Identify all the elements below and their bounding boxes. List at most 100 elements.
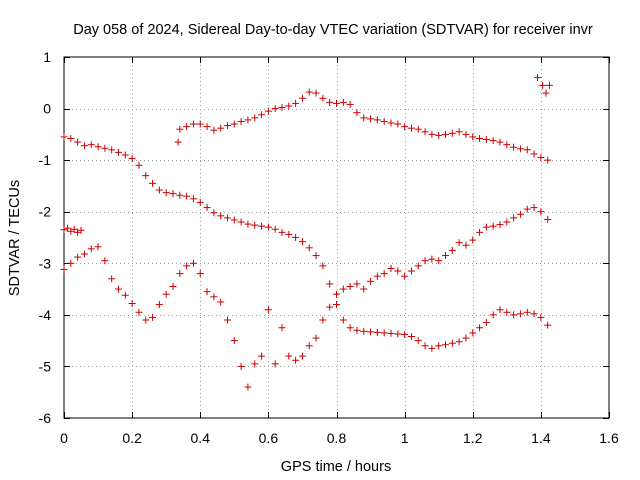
data-point [510,311,518,319]
data-point [442,252,449,260]
data-point [87,141,95,149]
data-point [155,301,163,309]
axis-ticks [64,57,610,419]
data-point [333,290,340,298]
data-point [74,138,82,146]
data-point [523,308,531,316]
data-point [401,330,409,338]
data-point [533,74,541,82]
data-point [489,137,497,145]
data-point [278,228,286,236]
data-point [346,324,354,332]
data-point [394,120,402,128]
series-trace-d [174,88,552,164]
data-point [319,316,327,324]
data-point [387,119,395,127]
data-point [264,306,272,314]
data-point [401,123,409,131]
data-point [149,313,157,321]
data-point [503,141,511,149]
data-point [74,253,82,261]
data-point [264,223,272,231]
x-tick-label: 0.4 [191,430,211,446]
data-point [94,243,102,251]
data-point [203,204,211,212]
data-point [455,239,463,247]
data-point [428,255,436,263]
data-point [162,189,170,197]
data-point [407,124,415,132]
data-point [462,130,470,138]
data-point [196,198,204,206]
data-point [237,218,245,226]
data-point [380,117,388,125]
data-point [230,216,238,224]
data-point [442,130,449,138]
data-point [469,329,477,337]
data-point [319,262,327,270]
data-point [305,342,313,350]
data-point [407,267,415,275]
data-point [87,245,95,253]
data-point [530,150,538,158]
data-point [115,148,122,156]
data-point [455,338,463,346]
data-point [258,111,266,119]
data-point [210,209,218,217]
data-point [516,145,524,153]
series-trace-e [533,74,553,97]
data-point [312,334,320,342]
data-point [217,212,225,220]
data-point [292,234,300,241]
data-point [489,311,497,319]
data-point [244,383,252,391]
data-point [271,225,279,233]
data-point [70,225,78,233]
y-tick-labels: -6 -5 -4 -3 -2 -1 0 1 [39,49,52,426]
data-point [174,138,182,146]
data-point [60,133,68,141]
data-point [353,326,361,334]
data-point [176,191,184,199]
data-point [183,192,191,200]
data-point [292,99,300,107]
data-point [414,262,422,270]
data-point [421,257,429,265]
y-tick-label: -1 [39,152,52,168]
y-tick-label: -5 [39,358,52,374]
data-point [298,238,306,246]
y-tick-label: -2 [39,204,52,220]
data-point [435,131,443,139]
data-point [544,156,552,164]
data-point [142,172,150,180]
data-point [380,329,388,337]
data-point [80,142,88,150]
data-point [121,151,129,159]
data-point [63,224,71,232]
data-point [142,316,150,324]
data-point [496,306,504,314]
data-point [149,179,157,187]
data-point [326,303,334,311]
data-point [271,360,279,368]
chart-title: Day 058 of 2024, Sidereal Day-to-day VTE… [73,22,593,38]
y-tick-label: -3 [39,255,52,271]
data-point [367,115,375,123]
data-point [387,264,395,272]
series-trace-c [60,224,85,236]
x-tick-label: 1.6 [599,430,619,446]
data-point [448,246,456,254]
data-point [455,128,463,136]
data-point [516,310,524,318]
data-point [373,272,381,280]
data-point [367,328,375,336]
data-point [60,265,68,273]
data-point [373,116,381,124]
data-point [176,125,184,133]
series-trace-a [60,133,552,352]
data-point [503,218,511,226]
data-point [305,244,313,252]
data-point [360,114,368,122]
data-point [67,259,75,267]
data-point [189,195,197,203]
